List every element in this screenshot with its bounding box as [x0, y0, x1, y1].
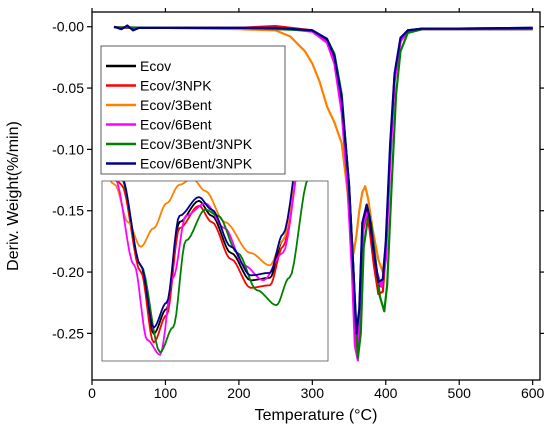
legend: Ecov Ecov/3NPK Ecov/3Bent Ecov/6Bent Ecov/3B…: [100, 45, 286, 175]
y-tick-label: -0.10: [52, 141, 84, 157]
x-tick-label: 600: [521, 385, 545, 401]
y-tick-label: -0.15: [52, 203, 84, 219]
legend-box: [100, 45, 286, 175]
y-axis: -0.00 -0.05 -0.10 -0.15 -0.20 -0.25: [52, 19, 544, 341]
y-tick-label: -0.00: [52, 19, 84, 35]
inset-series-line-2: [109, 181, 295, 267]
y-axis-title: Deriv. Weight(%/min): [5, 121, 22, 271]
plot-frame: [91, 11, 541, 381]
legend-label: Ecov/6Bent: [140, 117, 212, 133]
x-axis-title: Temperature (°C): [255, 407, 378, 424]
x-tick-label: 200: [227, 385, 251, 401]
y-tick-label: -0.05: [52, 80, 84, 96]
legend-label: Ecov/3Bent: [140, 97, 212, 113]
legend-label: Ecov/3Bent/3NPK: [140, 136, 253, 152]
x-axis: 0 100 200 300 400 500 600: [88, 8, 545, 401]
inset-series-line-1: [116, 181, 296, 344]
y-tick-label: -0.25: [52, 325, 84, 341]
inset-panel: [101, 180, 329, 362]
x-tick-label: 100: [154, 385, 178, 401]
series-line-5: [113, 24, 533, 335]
legend-label: Ecov/6Bent/3NPK: [140, 156, 253, 172]
inset-series-line-5: [123, 181, 294, 329]
inset-frame: [101, 180, 329, 362]
series-layer: [113, 24, 533, 362]
legend-label: Ecov/3NPK: [140, 78, 212, 94]
x-tick-label: 300: [301, 385, 325, 401]
x-tick-label: 500: [448, 385, 472, 401]
x-tick-label: 400: [374, 385, 398, 401]
legend-label: Ecov: [140, 58, 171, 74]
y-tick-label: -0.20: [52, 264, 84, 280]
x-tick-label: 0: [88, 385, 96, 401]
